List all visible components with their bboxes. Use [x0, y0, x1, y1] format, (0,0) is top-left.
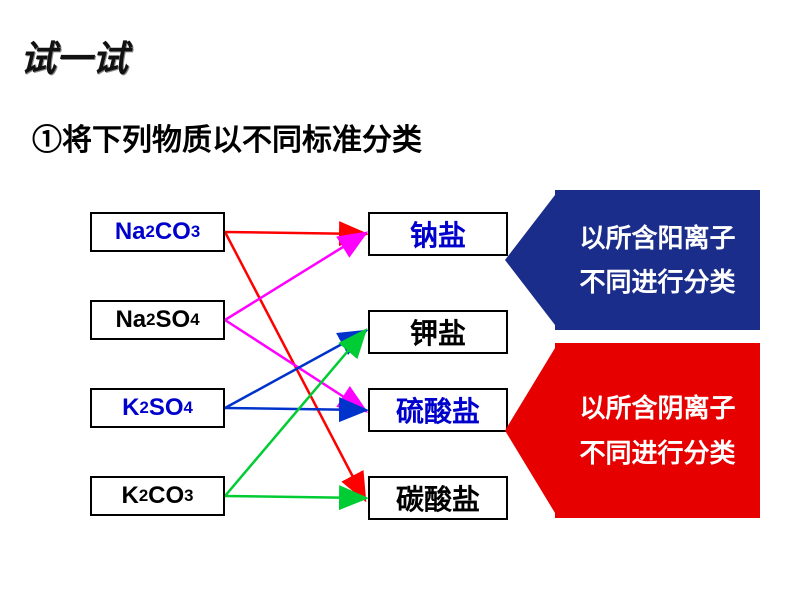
mapping-arrow-0 [225, 232, 364, 234]
category-3: 碳酸盐 [368, 476, 508, 520]
compound-2: K2SO4 [90, 388, 225, 428]
mapping-arrow-7 [225, 496, 364, 498]
category-1: 钾盐 [368, 310, 508, 354]
classification-label-1: 以所含阴离子不同进行分类 [555, 343, 760, 518]
mapping-arrow-5 [225, 408, 364, 410]
compound-0: Na2CO3 [90, 212, 225, 252]
mapping-arrow-6 [225, 332, 364, 496]
compound-3: K2CO3 [90, 476, 225, 516]
category-0: 钠盐 [368, 212, 508, 256]
mapping-arrow-2 [225, 234, 364, 320]
compound-1: Na2SO4 [90, 300, 225, 340]
category-2: 硫酸盐 [368, 388, 508, 432]
classification-label-0: 以所含阳离子不同进行分类 [555, 190, 760, 330]
